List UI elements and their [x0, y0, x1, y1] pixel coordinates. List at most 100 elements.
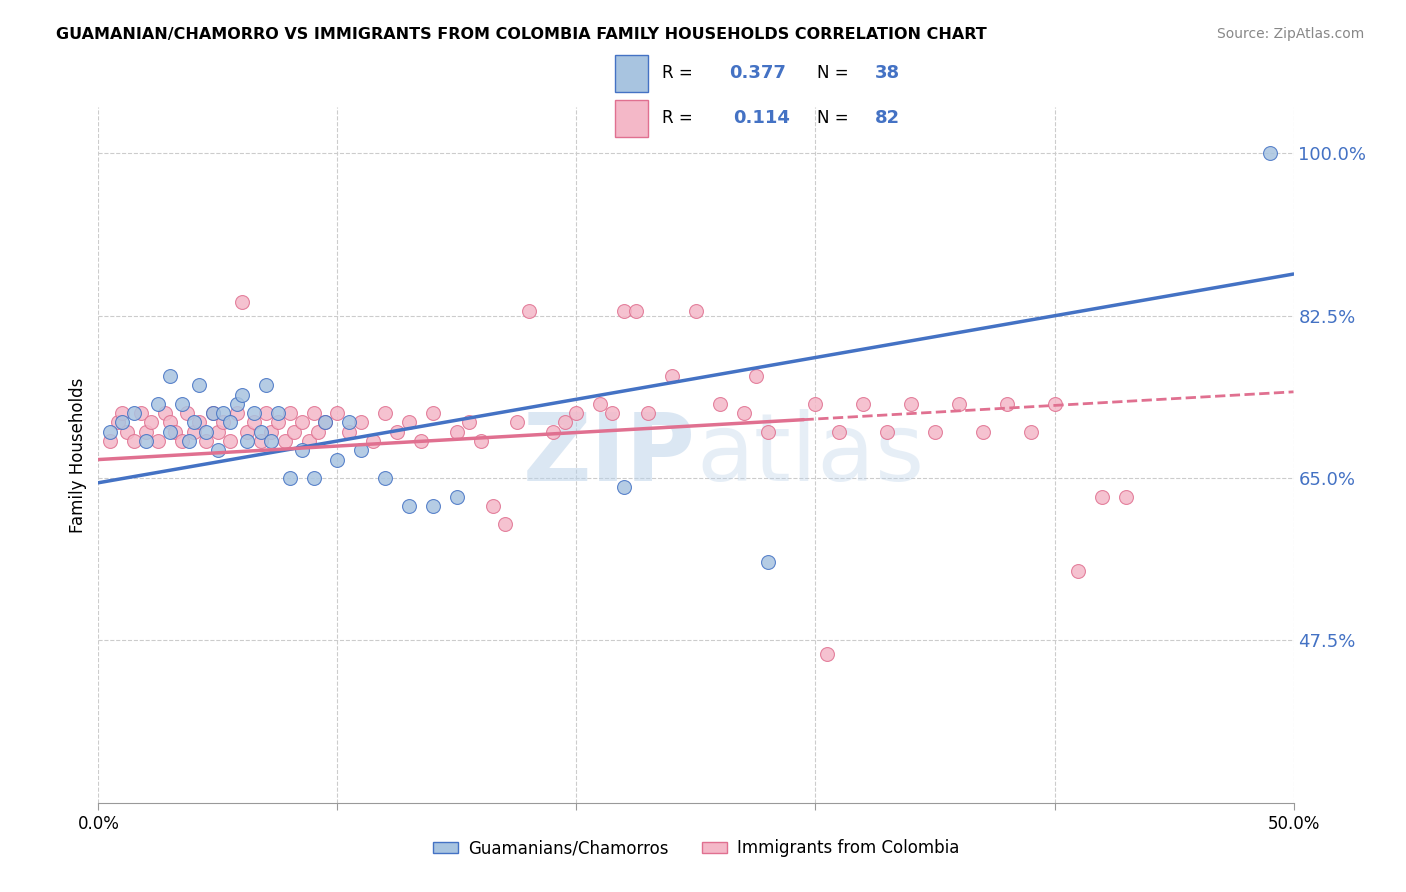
Point — [900, 397, 922, 411]
Point — [815, 648, 838, 662]
Point — [250, 425, 273, 439]
Point — [202, 406, 225, 420]
Point — [554, 416, 576, 430]
Point — [506, 416, 529, 430]
Point — [446, 490, 468, 504]
Point — [115, 425, 138, 439]
Point — [187, 416, 209, 430]
Point — [302, 406, 325, 420]
Point — [1043, 397, 1066, 411]
Point — [307, 425, 329, 439]
Legend: Guamanians/Chamorros, Immigrants from Colombia: Guamanians/Chamorros, Immigrants from Co… — [426, 833, 966, 864]
Point — [948, 397, 970, 411]
Point — [259, 425, 281, 439]
Point — [243, 416, 266, 430]
Point — [231, 294, 253, 309]
Point — [163, 425, 186, 439]
Point — [600, 406, 623, 420]
Point — [274, 434, 297, 448]
Point — [828, 425, 851, 439]
Bar — [614, 100, 648, 137]
Point — [111, 406, 134, 420]
Point — [226, 406, 249, 420]
Point — [995, 397, 1018, 411]
Text: GUAMANIAN/CHAMORRO VS IMMIGRANTS FROM COLOMBIA FAMILY HOUSEHOLDS CORRELATION CHA: GUAMANIAN/CHAMORRO VS IMMIGRANTS FROM CO… — [56, 27, 987, 42]
Point — [337, 416, 360, 430]
Text: N =: N = — [817, 64, 853, 82]
Point — [398, 499, 420, 513]
Point — [661, 369, 683, 384]
Point — [135, 434, 157, 448]
Point — [326, 452, 349, 467]
Point — [446, 425, 468, 439]
Text: 38: 38 — [875, 64, 900, 82]
Point — [139, 416, 162, 430]
Text: R =: R = — [662, 110, 703, 128]
Point — [219, 434, 242, 448]
Point — [211, 406, 233, 420]
Point — [1091, 490, 1114, 504]
Point — [494, 517, 516, 532]
Point — [315, 416, 337, 430]
Point — [374, 406, 396, 420]
Point — [709, 397, 731, 411]
Point — [972, 425, 994, 439]
Point — [202, 406, 225, 420]
Bar — [614, 55, 648, 92]
Point — [283, 425, 305, 439]
Point — [422, 406, 444, 420]
Point — [315, 416, 337, 430]
Point — [1258, 146, 1281, 161]
Point — [1019, 425, 1042, 439]
Point — [278, 406, 301, 420]
Point — [155, 406, 177, 420]
Point — [259, 434, 281, 448]
Point — [876, 425, 898, 439]
Point — [298, 434, 321, 448]
Point — [183, 425, 205, 439]
Point — [98, 425, 122, 439]
Point — [176, 406, 198, 420]
Point — [131, 406, 153, 420]
Text: atlas: atlas — [696, 409, 924, 501]
Point — [804, 397, 827, 411]
Point — [1067, 564, 1090, 578]
Text: N =: N = — [817, 110, 853, 128]
Point — [207, 443, 229, 458]
Point — [159, 369, 181, 384]
Point — [194, 425, 217, 439]
Point — [124, 406, 146, 420]
Point — [1115, 490, 1137, 504]
Point — [219, 416, 242, 430]
Point — [207, 425, 229, 439]
Point — [613, 304, 636, 318]
Point — [278, 471, 301, 485]
Point — [337, 425, 360, 439]
Point — [745, 369, 768, 384]
Text: 0.114: 0.114 — [733, 110, 790, 128]
Point — [374, 471, 396, 485]
Point — [250, 434, 273, 448]
Point — [470, 434, 492, 448]
Point — [350, 416, 373, 430]
Point — [187, 378, 209, 392]
Point — [458, 416, 481, 430]
Text: R =: R = — [662, 64, 697, 82]
Point — [211, 416, 233, 430]
Point — [124, 434, 146, 448]
Point — [613, 480, 636, 494]
Y-axis label: Family Households: Family Households — [69, 377, 87, 533]
Point — [235, 434, 257, 448]
Point — [411, 434, 433, 448]
Point — [226, 397, 249, 411]
Point — [254, 378, 277, 392]
Point — [589, 397, 612, 411]
Point — [194, 434, 217, 448]
Point — [852, 397, 875, 411]
Point — [172, 434, 194, 448]
Point — [398, 416, 420, 430]
Point — [290, 443, 312, 458]
Point — [148, 434, 170, 448]
Point — [159, 416, 181, 430]
Point — [685, 304, 707, 318]
